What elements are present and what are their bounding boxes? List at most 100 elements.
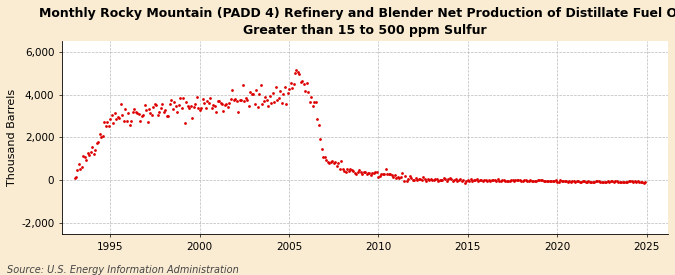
Point	[578, 179, 589, 183]
Point	[595, 179, 606, 184]
Point	[422, 177, 433, 181]
Point	[249, 102, 260, 106]
Point	[364, 171, 375, 175]
Point	[206, 106, 217, 110]
Point	[430, 177, 441, 181]
Point	[394, 175, 405, 180]
Point	[223, 104, 234, 109]
Point	[403, 177, 414, 181]
Point	[549, 179, 560, 184]
Point	[166, 98, 177, 103]
Point	[292, 70, 303, 74]
Point	[418, 175, 429, 180]
Point	[371, 170, 382, 174]
Point	[176, 105, 187, 110]
Point	[132, 111, 142, 116]
Point	[246, 92, 257, 97]
Point	[346, 168, 357, 172]
Point	[470, 178, 481, 182]
Point	[319, 155, 330, 160]
Point	[71, 175, 82, 179]
Point	[507, 178, 518, 183]
Point	[95, 132, 105, 136]
Point	[294, 72, 305, 77]
Point	[618, 180, 628, 184]
Point	[261, 98, 272, 102]
Point	[541, 179, 552, 183]
Point	[284, 87, 294, 91]
Point	[528, 178, 539, 183]
Point	[439, 176, 450, 180]
Point	[540, 178, 551, 183]
Point	[302, 80, 313, 85]
Point	[90, 148, 101, 153]
Point	[552, 179, 563, 184]
Point	[561, 179, 572, 183]
Point	[229, 98, 240, 102]
Point	[458, 178, 468, 182]
Point	[260, 94, 271, 99]
Point	[473, 179, 484, 183]
Point	[381, 166, 392, 171]
Point	[392, 175, 403, 179]
Point	[248, 92, 259, 96]
Point	[452, 178, 463, 183]
Point	[488, 178, 499, 182]
Point	[576, 180, 587, 184]
Point	[352, 170, 363, 174]
Point	[492, 177, 503, 182]
Point	[614, 179, 625, 184]
Point	[256, 101, 267, 106]
Point	[315, 136, 326, 141]
Point	[124, 123, 135, 128]
Point	[544, 179, 555, 183]
Point	[234, 98, 245, 103]
Point	[351, 172, 362, 176]
Point	[193, 106, 204, 111]
Point	[601, 180, 612, 184]
Point	[510, 178, 521, 182]
Point	[349, 170, 360, 175]
Point	[173, 103, 184, 108]
Point	[159, 110, 169, 115]
Point	[265, 94, 275, 98]
Point	[313, 123, 324, 128]
Point	[148, 105, 159, 109]
Point	[539, 179, 549, 183]
Point	[338, 166, 348, 171]
Point	[310, 99, 321, 104]
Point	[513, 178, 524, 182]
Point	[482, 178, 493, 183]
Point	[335, 159, 346, 163]
Point	[366, 173, 377, 177]
Point	[122, 119, 132, 123]
Point	[564, 179, 574, 183]
Point	[182, 104, 193, 108]
Point	[103, 124, 114, 128]
Point	[498, 178, 509, 183]
Point	[213, 99, 224, 103]
Point	[435, 178, 446, 182]
Point	[298, 81, 309, 86]
Point	[221, 102, 232, 106]
Point	[340, 170, 351, 174]
Point	[635, 180, 646, 185]
Point	[628, 180, 639, 185]
Point	[562, 180, 573, 184]
Point	[105, 117, 115, 122]
Point	[205, 96, 215, 100]
Point	[175, 96, 186, 100]
Point	[524, 178, 535, 183]
Point	[198, 100, 209, 105]
Point	[610, 179, 621, 184]
Point	[157, 101, 168, 106]
Point	[424, 178, 435, 182]
Point	[130, 110, 141, 114]
Point	[512, 178, 522, 183]
Point	[129, 106, 140, 111]
Point	[133, 112, 144, 117]
Point	[123, 110, 134, 115]
Point	[518, 179, 529, 183]
Point	[325, 160, 336, 164]
Point	[115, 101, 126, 106]
